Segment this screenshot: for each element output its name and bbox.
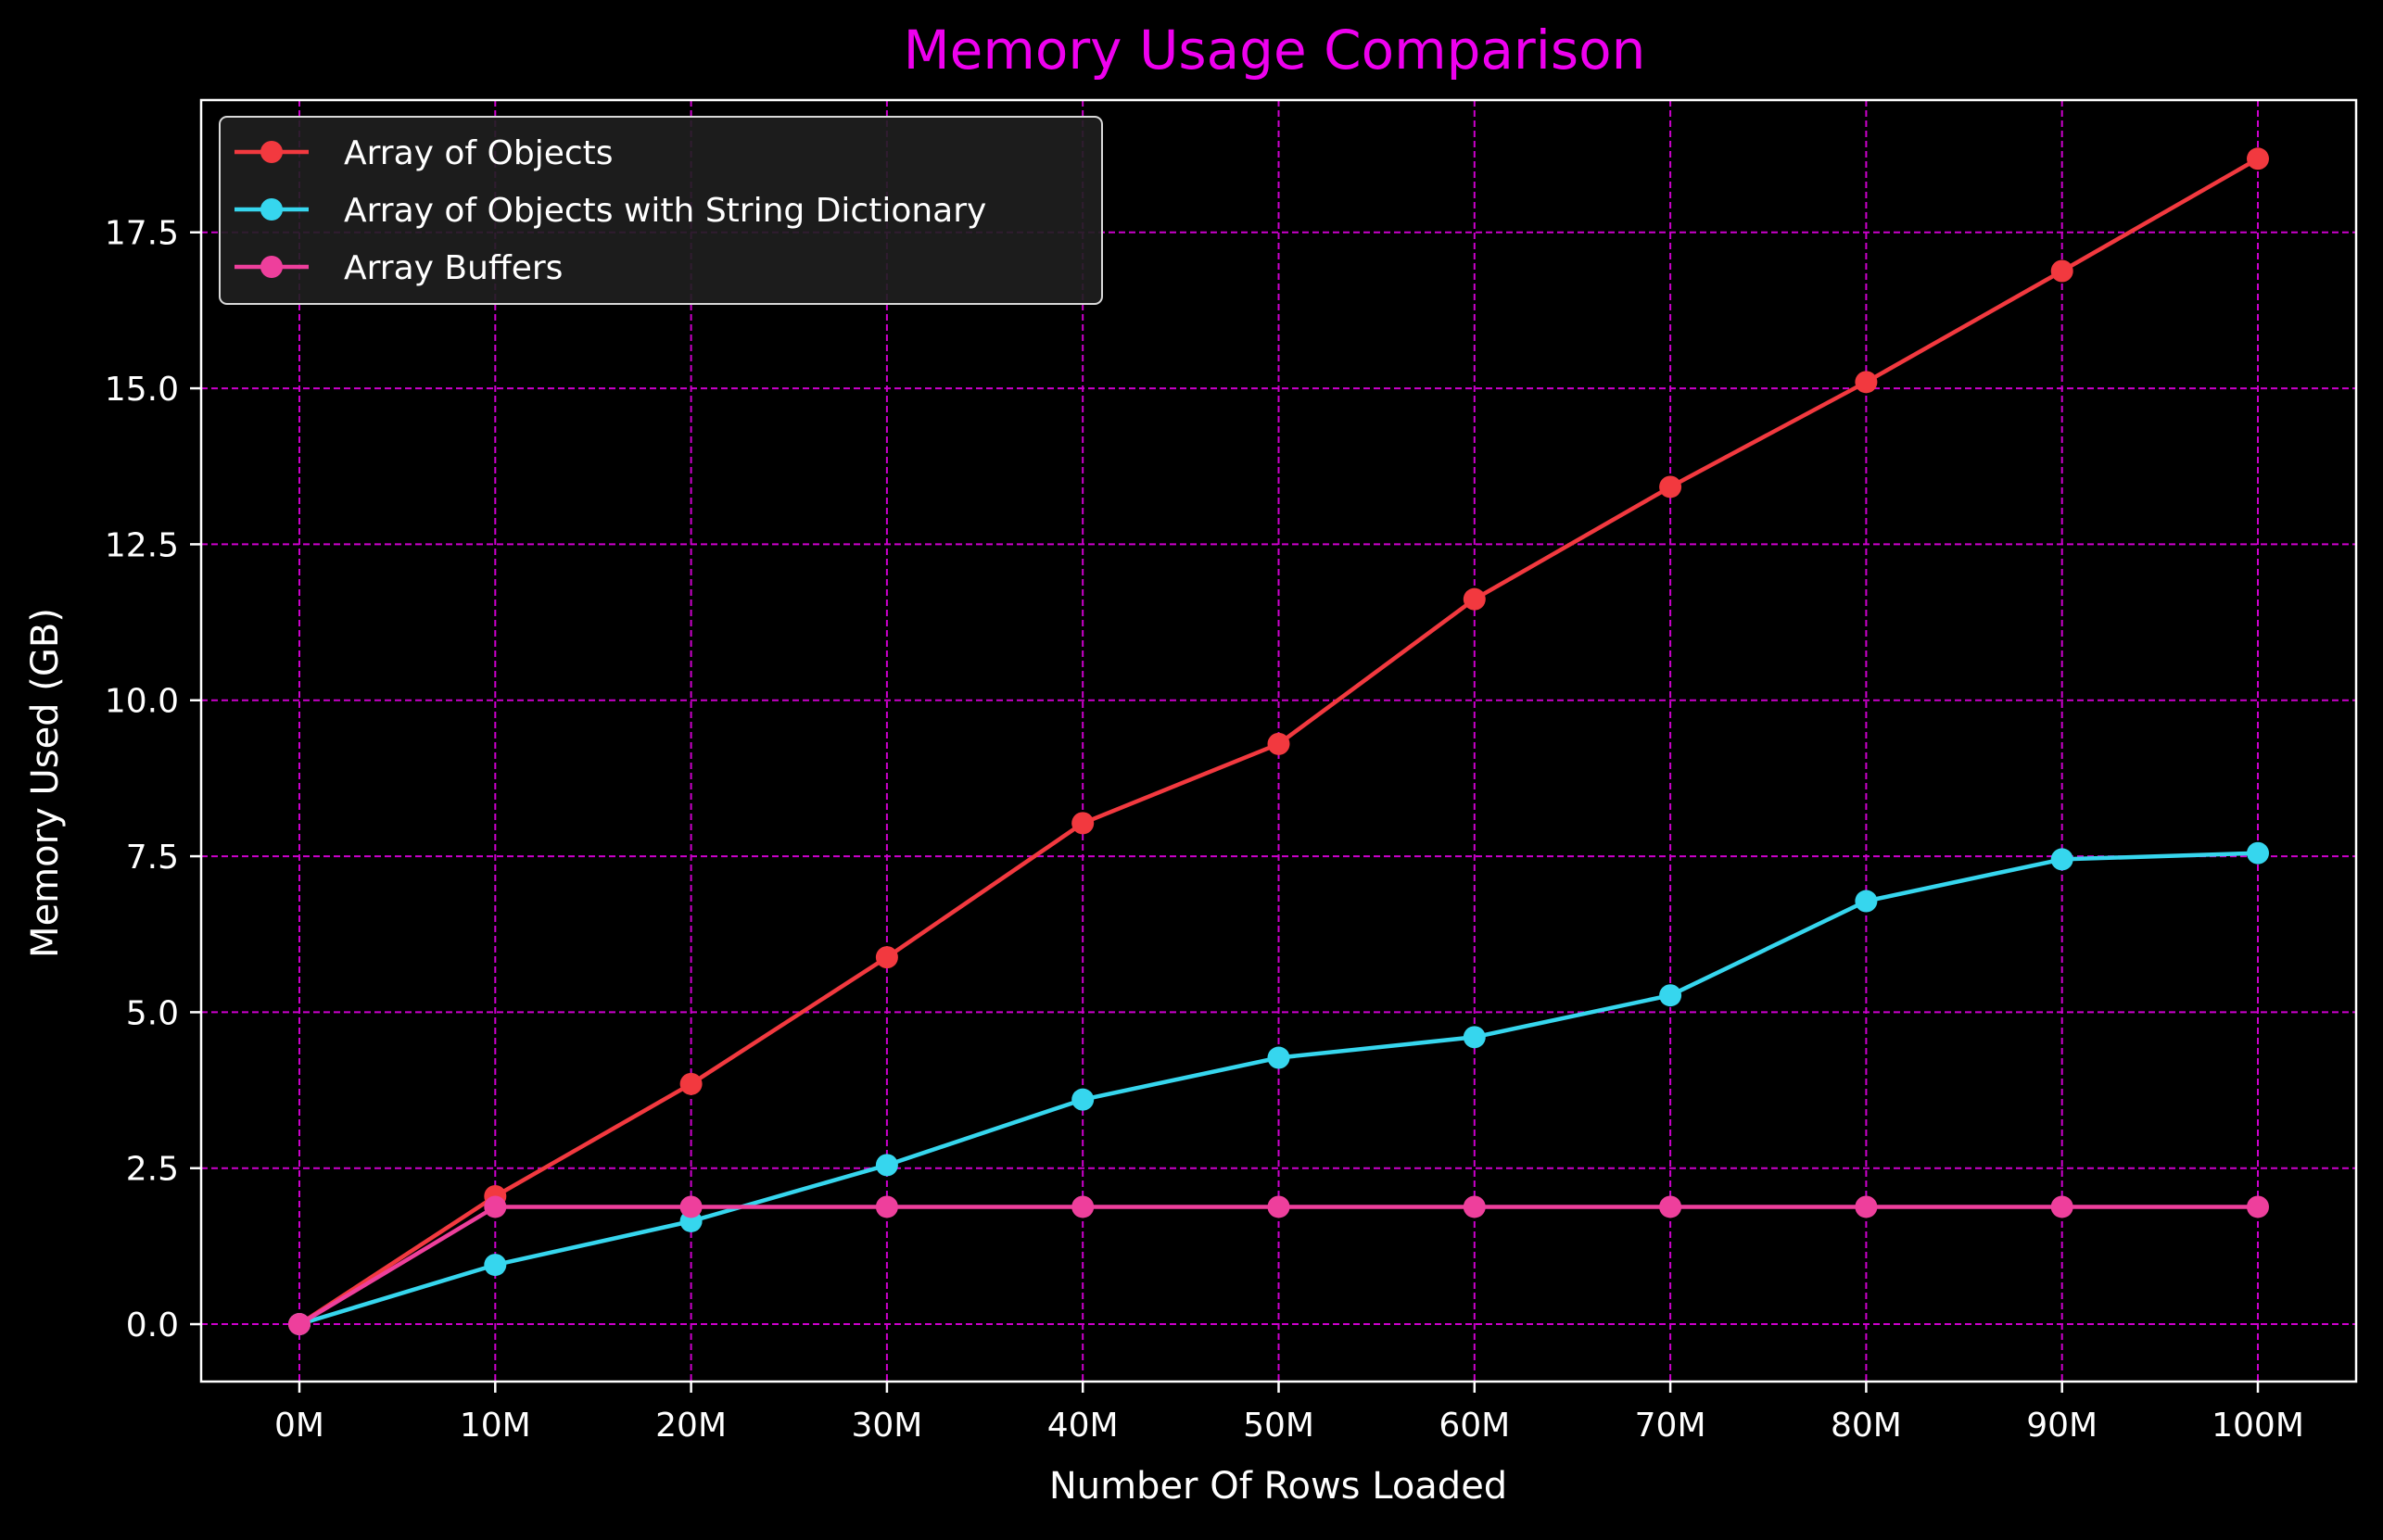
legend-label: Array of Objects with String Dictionary <box>344 192 986 230</box>
legend-marker <box>260 141 283 163</box>
legend-item: Array of Objects with String Dictionary <box>234 192 986 230</box>
data-point <box>1659 984 1682 1007</box>
data-point <box>484 1195 507 1218</box>
data-point <box>2247 841 2269 865</box>
data-point <box>2050 848 2073 871</box>
data-point <box>2050 259 2073 283</box>
data-point <box>1071 812 1095 835</box>
x-tick-label: 100M <box>2212 1407 2304 1445</box>
x-tick-label: 40M <box>1047 1407 1119 1445</box>
data-point <box>1267 1195 1290 1218</box>
data-point <box>1071 1195 1095 1218</box>
data-point <box>1855 1195 1878 1218</box>
legend-item: Array Buffers <box>234 249 563 287</box>
x-axis: 0M 10M 20M 30M 40M 50M 60M 70M 80M 90M 100M <box>274 1382 2304 1445</box>
series-3 <box>288 1195 2269 1336</box>
data-point <box>2050 1195 2073 1218</box>
data-point <box>2247 1195 2269 1218</box>
x-tick-label: 60M <box>1439 1407 1510 1445</box>
data-point <box>1855 890 1878 913</box>
legend-item: Array of Objects <box>234 134 614 172</box>
data-point <box>484 1254 507 1277</box>
data-point <box>1463 1026 1486 1049</box>
data-point <box>1463 1195 1486 1218</box>
data-point <box>1267 1046 1290 1069</box>
legend-box <box>219 116 1103 305</box>
x-tick-label: 10M <box>460 1407 531 1445</box>
y-tick-label: 5.0 <box>126 994 179 1032</box>
y-tick-label: 12.5 <box>105 526 179 564</box>
legend: Array of Objects Array of Objects with St… <box>219 116 1103 305</box>
data-point <box>1463 587 1486 611</box>
data-point <box>1659 475 1682 499</box>
data-point <box>288 1313 311 1336</box>
x-axis-label: Number Of Rows Loaded <box>1049 1465 1507 1508</box>
y-axis: 0.0 2.5 5.0 7.5 10.0 12.5 15.0 17.5 <box>105 215 201 1344</box>
x-tick-label: 80M <box>1831 1407 1902 1445</box>
legend-label: Array Buffers <box>344 249 563 287</box>
y-axis-label: Memory Used (GB) <box>24 608 67 958</box>
data-point <box>875 1154 898 1177</box>
series-layer <box>288 147 2269 1336</box>
y-tick-label: 10.0 <box>105 683 179 721</box>
data-point <box>2247 147 2269 170</box>
data-point <box>875 946 898 969</box>
data-point <box>1071 1088 1095 1111</box>
data-point <box>679 1195 703 1218</box>
chart-title: Memory Usage Comparison <box>904 19 1646 82</box>
legend-marker <box>260 256 283 278</box>
legend-marker <box>260 198 283 221</box>
x-tick-label: 0M <box>274 1407 324 1445</box>
y-tick-label: 2.5 <box>126 1151 179 1189</box>
y-tick-label: 15.0 <box>105 371 179 409</box>
x-tick-label: 20M <box>655 1407 727 1445</box>
x-tick-label: 90M <box>2026 1407 2098 1445</box>
data-point <box>875 1195 898 1218</box>
data-point <box>1855 371 1878 394</box>
x-tick-label: 30M <box>851 1407 922 1445</box>
legend-label: Array of Objects <box>344 134 614 172</box>
data-point <box>1659 1195 1682 1218</box>
y-tick-label: 7.5 <box>126 839 179 877</box>
data-point <box>679 1072 703 1095</box>
y-tick-label: 17.5 <box>105 215 179 253</box>
grid <box>201 100 2356 1382</box>
x-tick-label: 50M <box>1243 1407 1314 1445</box>
x-tick-label: 70M <box>1635 1407 1706 1445</box>
y-tick-label: 0.0 <box>126 1306 179 1344</box>
data-point <box>1267 732 1290 755</box>
